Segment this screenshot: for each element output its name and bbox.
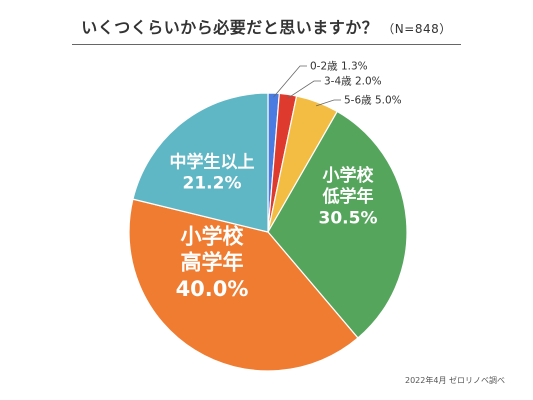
title-underline [72,44,461,45]
slice-label-4-line-0: 小学校 [181,224,245,248]
slice-label-3-line-0: 小学校 [323,165,375,186]
slice-label-2: 5-6歳 5.0% [344,95,402,107]
source-note: 2022年4月 ゼロリノベ調べ [405,376,505,385]
slice-label-4-line-1: 高学年 [181,251,244,275]
slice-label-3-line-2: 30.5% [319,208,378,228]
pie-slice-3 [267,110,408,339]
slice-label-1: 3-4歳 2.0% [324,76,382,88]
leader-line-2 [315,99,341,107]
chart-title-text: いくつくらいから必要だと思いますか？ [81,18,379,37]
slice-label-5-line-1: 21.2% [183,174,242,194]
leader-line-1 [287,80,321,99]
leader-line-0 [273,65,307,98]
slice-label-4-line-2: 40.0% [176,277,249,301]
chart-title: いくつくらいから必要だと思いますか？ （N=848） [0,14,533,38]
chart-subtitle: （N=848） [382,22,452,36]
slice-label-0: 0-2歳 1.3% [310,61,368,73]
slice-label-5-line-0: 中学生以上 [170,152,255,173]
pie-slice-4 [128,198,359,372]
pie-slice-5 [132,92,269,233]
slice-label-3-line-1: 低学年 [322,186,374,207]
